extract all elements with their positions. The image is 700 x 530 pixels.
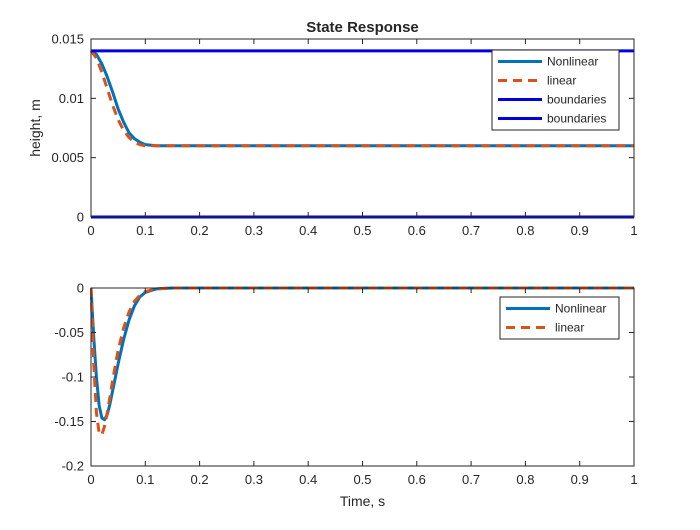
legend: Nonlinear linear boundaries boundaries — [491, 49, 620, 131]
legend-entry-label: linear — [555, 321, 584, 335]
x-tick-label: 0.4 — [299, 223, 317, 238]
x-tick-label: 0.1 — [136, 223, 154, 238]
x-tick-label: 0.3 — [245, 223, 263, 238]
y-tick-label: 0.005 — [51, 150, 84, 165]
x-tick-label: 0.2 — [191, 223, 209, 238]
x-tick-label: 0.1 — [136, 472, 154, 487]
series-line-linear-2 — [90, 49, 634, 148]
y-tick-label: 0.01 — [59, 91, 84, 106]
axes-panel-2: 0 0.1 0.2 0.3 0.4 0.5 0.6 0.7 0.8 0.9 1 -0.2 -0.15 -0… — [54, 281, 637, 510]
legend-entry-label: boundaries — [547, 112, 606, 126]
y-tick-label: 0 — [77, 281, 84, 296]
y-tick-label: 0 — [77, 210, 84, 225]
x-tick-label: 0.9 — [571, 472, 589, 487]
y-tick-label: -0.15 — [54, 414, 84, 429]
x-tick-label: 0.8 — [516, 472, 534, 487]
x-tick-label: 1 — [630, 223, 637, 238]
x-tick-label: 0.9 — [571, 223, 589, 238]
x-tick-label: 0.4 — [299, 472, 317, 487]
legend-entry-label: Nonlinear — [555, 302, 606, 316]
legend-box — [491, 49, 620, 131]
chart-title: State Response — [306, 19, 419, 36]
x-tick-label: 0 — [87, 223, 94, 238]
x-tick-label: 0.2 — [191, 472, 209, 487]
legend-entry-label: linear — [547, 74, 576, 88]
x-tick-label: 1 — [630, 472, 637, 487]
y-tick-label: -0.05 — [54, 325, 84, 340]
x-tick-label: 0.7 — [462, 223, 480, 238]
legend-box — [499, 296, 620, 340]
x-tick-label: 0.3 — [245, 472, 263, 487]
legend-entry-label: boundaries — [547, 93, 606, 107]
legend-entry-label: Nonlinear — [547, 55, 598, 69]
y-tick-label: 0.015 — [51, 32, 84, 47]
x-tick-label: 0.5 — [353, 472, 371, 487]
x-tick-label: 0 — [87, 472, 94, 487]
x-tick-label: 0.6 — [408, 223, 426, 238]
legend: Nonlinear linear — [499, 296, 620, 340]
x-tick-label: 0.6 — [408, 472, 426, 487]
x-tick-label: 0.8 — [516, 223, 534, 238]
x-tick-label: 0.5 — [353, 223, 371, 238]
y-axis-label: height, m — [27, 99, 43, 157]
y-tick-label: -0.2 — [62, 459, 84, 474]
y-tick-label: -0.1 — [62, 370, 84, 385]
x-axis-label: Time, s — [340, 493, 385, 509]
axes-panel-1: 0 0.1 0.2 0.3 0.4 0.5 0.6 0.7 0.8 0.9 1 0 0.005 0.01 0… — [27, 19, 638, 238]
x-tick-label: 0.7 — [462, 472, 480, 487]
